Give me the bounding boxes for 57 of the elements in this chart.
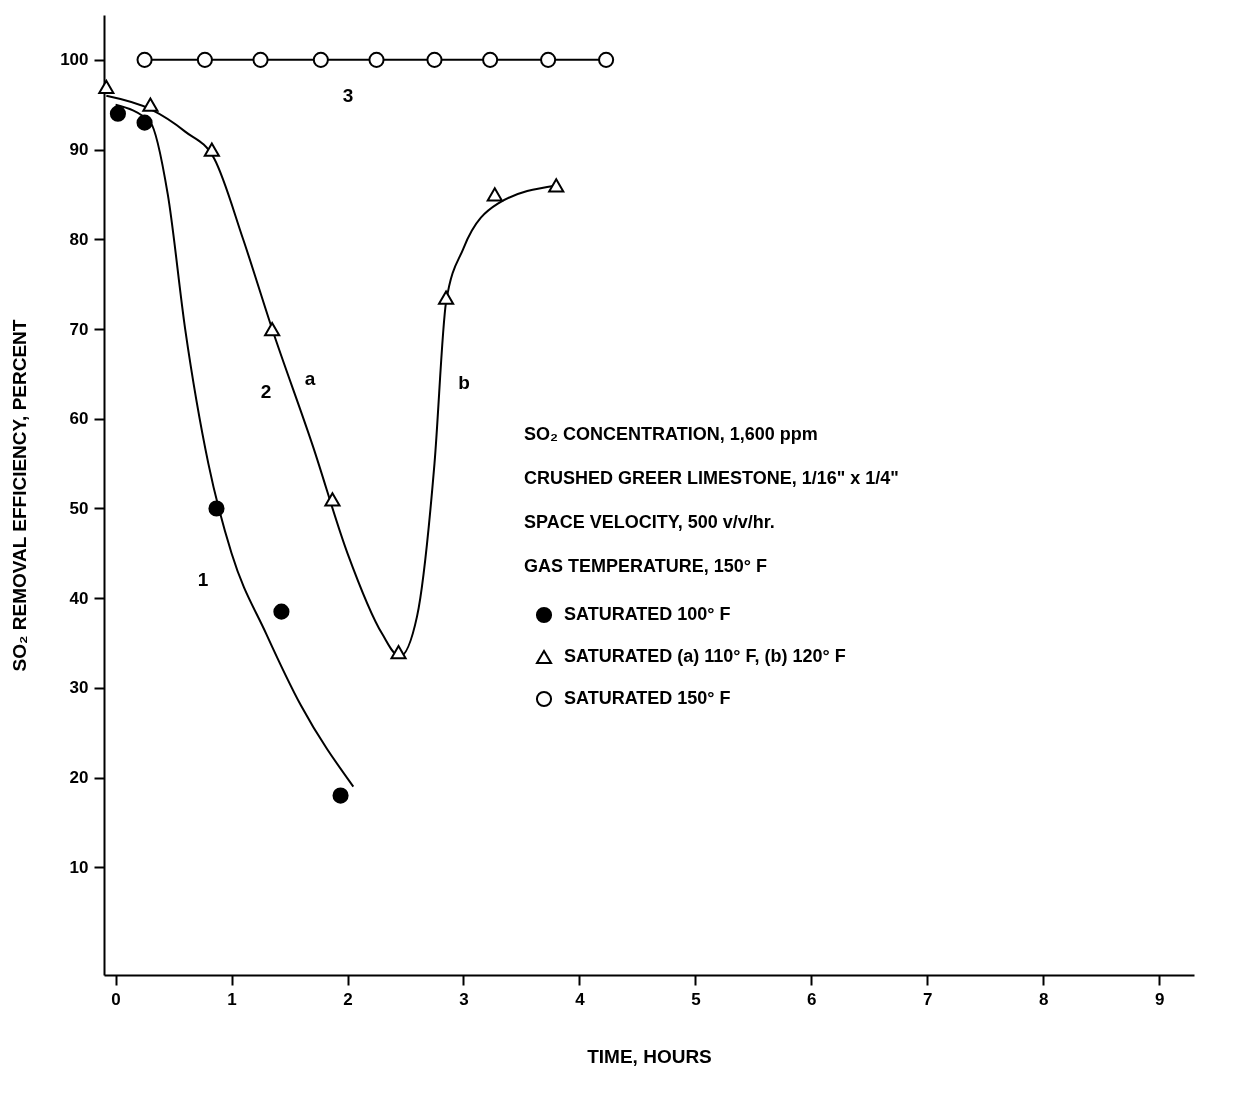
x-tick-label: 4 bbox=[575, 989, 586, 1009]
point bbox=[548, 178, 565, 193]
point bbox=[368, 51, 385, 68]
point bbox=[203, 142, 220, 157]
x-tick-label: 9 bbox=[1154, 989, 1165, 1009]
y-tick-label: 20 bbox=[69, 768, 89, 788]
x-tick-label: 7 bbox=[923, 989, 933, 1009]
point bbox=[486, 187, 503, 202]
y-tick-label: 60 bbox=[69, 409, 89, 429]
point bbox=[540, 51, 557, 68]
x-tick-label: 2 bbox=[343, 989, 353, 1009]
y-tick-label: 100 bbox=[60, 50, 89, 70]
legend-label: SATURATED (a) 110° F, (b) 120° F bbox=[564, 646, 846, 666]
y-tick-label: 40 bbox=[69, 588, 89, 608]
legend-label: SATURATED 100° F bbox=[564, 604, 731, 624]
point bbox=[264, 321, 281, 337]
y-tick-label: 10 bbox=[69, 857, 89, 877]
point bbox=[332, 787, 349, 804]
point bbox=[438, 290, 455, 305]
point bbox=[109, 105, 126, 122]
x-tick-label: 8 bbox=[1039, 989, 1049, 1009]
annotation: SO₂ CONCENTRATION, 1,600 ppm bbox=[524, 424, 818, 444]
x-tick-label: 6 bbox=[807, 989, 817, 1009]
annotation: a bbox=[304, 368, 316, 389]
point bbox=[136, 114, 153, 131]
point bbox=[482, 51, 499, 68]
annotation: GAS TEMPERATURE, 150° F bbox=[524, 556, 767, 576]
point bbox=[208, 500, 225, 517]
point bbox=[426, 51, 443, 68]
legend-label: SATURATED 150° F bbox=[564, 688, 731, 708]
annotation: CRUSHED GREER LIMESTONE, 1/16" x 1/4" bbox=[524, 468, 899, 488]
point bbox=[273, 603, 290, 620]
y-axis-title: SO₂ REMOVAL EFFICIENCY, PERCENT bbox=[9, 319, 31, 672]
annotation: b bbox=[458, 372, 470, 393]
point bbox=[98, 79, 115, 94]
y-tick-label: 80 bbox=[69, 229, 89, 249]
point bbox=[252, 51, 269, 68]
x-tick-label: 5 bbox=[691, 989, 701, 1009]
x-axis-title: TIME, HOURS bbox=[587, 1045, 712, 1067]
x-tick-label: 3 bbox=[459, 989, 469, 1009]
y-tick-label: 30 bbox=[69, 678, 89, 698]
point bbox=[196, 51, 213, 68]
x-tick-label: 0 bbox=[111, 989, 121, 1009]
point bbox=[390, 644, 407, 660]
y-tick-label: 50 bbox=[69, 498, 89, 518]
point bbox=[598, 51, 615, 68]
point bbox=[136, 51, 153, 68]
x-tick-label: 1 bbox=[227, 989, 237, 1009]
annotation: 2 bbox=[260, 381, 272, 402]
annotation: 1 bbox=[197, 569, 209, 590]
annotation: 3 bbox=[342, 85, 354, 106]
point bbox=[142, 97, 159, 112]
y-tick-label: 90 bbox=[69, 140, 89, 160]
y-tick-label: 70 bbox=[69, 319, 89, 339]
point bbox=[312, 51, 329, 68]
annotation: SPACE VELOCITY, 500 v/v/hr. bbox=[524, 512, 775, 532]
point bbox=[324, 492, 341, 507]
